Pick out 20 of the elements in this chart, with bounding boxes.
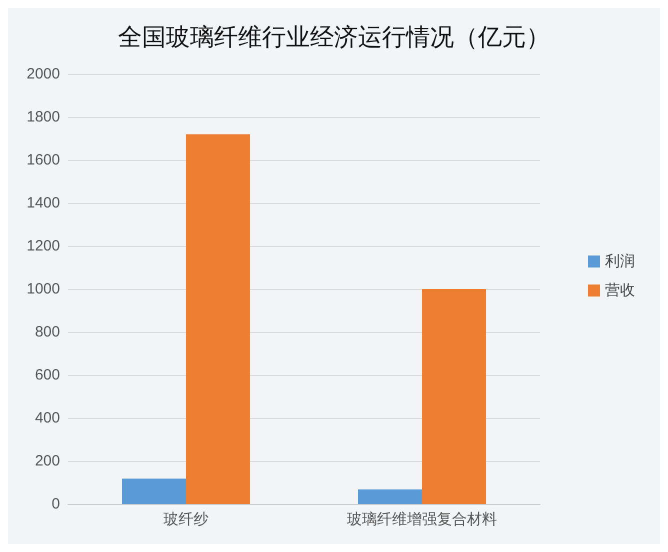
legend-label: 营收 [605,282,635,299]
y-tick-label: 600 [34,366,60,384]
bar [422,289,486,504]
x-tick-label: 玻璃纤维增强复合材料 [347,511,497,528]
y-tick-label: 200 [34,452,60,470]
y-tick-label: 400 [34,410,60,426]
chart-title: 全国玻璃纤维行业经济运行情况（亿元） [118,23,550,51]
legend-label: 利润 [605,253,635,270]
y-tick-label: 0 [52,496,60,512]
y-tick-label: 800 [34,324,60,340]
y-tick-label: 1200 [26,238,60,254]
y-tick-label: 1000 [26,280,60,298]
y-tick-label: 2000 [26,66,60,82]
y-tick-label: 1800 [26,108,60,126]
bar [358,489,422,504]
bar [122,478,186,504]
x-tick-label: 玻纤纱 [164,511,208,528]
y-tick-label: 1600 [26,152,60,168]
y-tick-label: 1400 [26,194,60,212]
bar [186,134,250,504]
